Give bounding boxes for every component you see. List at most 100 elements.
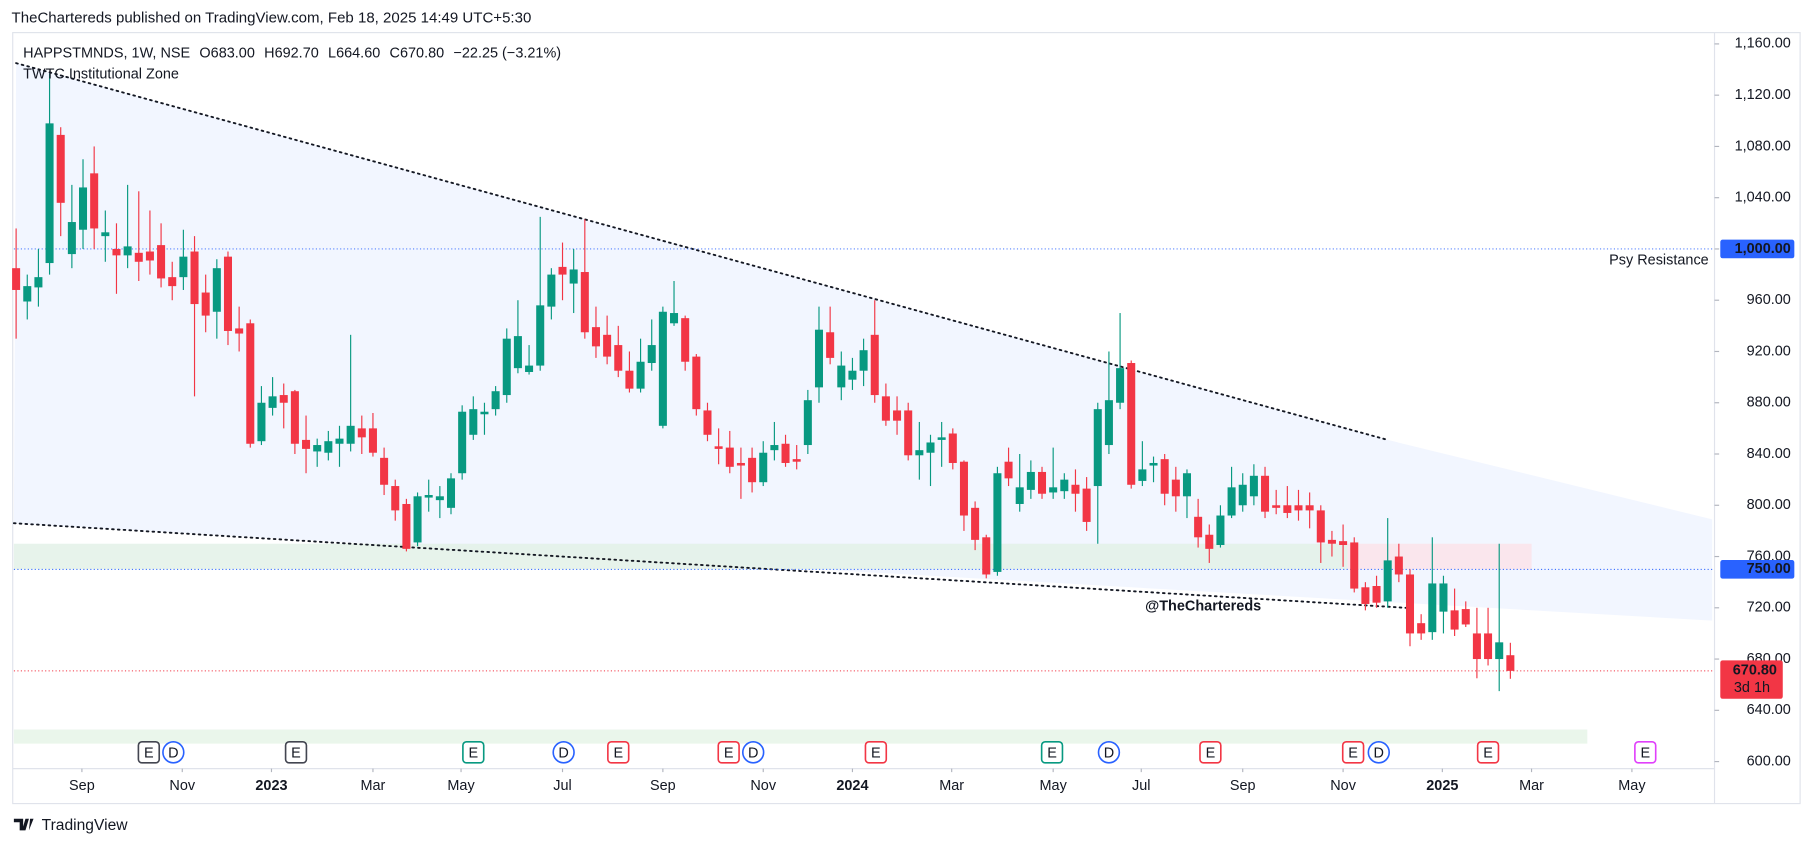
candle-body bbox=[480, 411, 489, 415]
zone bbox=[13, 729, 1588, 744]
candle-body bbox=[246, 323, 255, 444]
candle-body bbox=[803, 400, 812, 446]
candle-body bbox=[212, 268, 221, 312]
candle-body bbox=[1160, 459, 1169, 494]
candle-body bbox=[112, 248, 121, 256]
candle-body bbox=[770, 445, 779, 451]
candle-body bbox=[1205, 534, 1214, 549]
candle-body bbox=[926, 442, 935, 453]
event-badge bbox=[162, 741, 185, 764]
y-tick-label: 960.00 bbox=[1747, 292, 1791, 308]
event-letter: E bbox=[1640, 745, 1650, 761]
candle-body bbox=[1171, 479, 1180, 497]
ohlc-value: L664.60 bbox=[328, 45, 380, 61]
x-tick-label: 2024 bbox=[836, 778, 868, 794]
event-letter: D bbox=[1104, 745, 1114, 761]
candle-body bbox=[67, 222, 76, 255]
y-tick-label: 720.00 bbox=[1747, 600, 1791, 616]
candle-body bbox=[1216, 515, 1225, 545]
candle-body bbox=[123, 246, 132, 256]
candle-body bbox=[346, 425, 355, 444]
event-badge bbox=[864, 741, 888, 764]
candle-body bbox=[424, 495, 433, 498]
event-badge bbox=[137, 741, 161, 764]
y-tick-label: 800.00 bbox=[1747, 497, 1791, 513]
candle-body bbox=[34, 277, 43, 288]
ohlc-value: C670.80 bbox=[390, 45, 445, 61]
event-marker: E bbox=[1341, 741, 1365, 764]
watermark: @TheChartereds bbox=[1145, 599, 1261, 615]
candle-body bbox=[725, 447, 734, 467]
event-badge bbox=[552, 741, 575, 764]
candle-body bbox=[736, 462, 745, 466]
candle-body bbox=[1127, 363, 1136, 485]
candle-body bbox=[636, 361, 645, 389]
candle-body bbox=[1049, 487, 1058, 493]
candle-body bbox=[1272, 505, 1281, 508]
candle-body bbox=[1093, 409, 1102, 487]
candle-body bbox=[848, 370, 857, 380]
candle-body bbox=[781, 443, 790, 463]
candle-body bbox=[1327, 539, 1336, 544]
event-letter: E bbox=[468, 745, 478, 761]
candle-body bbox=[79, 187, 88, 230]
candle-body bbox=[290, 391, 299, 444]
candle-body bbox=[870, 334, 879, 396]
candle-body bbox=[435, 496, 444, 501]
candle-body bbox=[937, 437, 946, 440]
event-letter: D bbox=[168, 745, 178, 761]
last-price-tag bbox=[1720, 660, 1783, 699]
y-tick-label: 1,040.00 bbox=[1735, 189, 1791, 205]
candle-body bbox=[380, 457, 389, 485]
candle-body bbox=[469, 409, 478, 435]
candle-body bbox=[1294, 505, 1303, 511]
footer-logo bbox=[13, 818, 34, 831]
candle-body bbox=[558, 266, 567, 275]
event-letter: E bbox=[724, 745, 734, 761]
x-tick-label: Nov bbox=[750, 778, 776, 794]
candle-body bbox=[1350, 542, 1359, 589]
y-tick-label: 1,080.00 bbox=[1735, 138, 1791, 154]
event-letter: E bbox=[1348, 745, 1358, 761]
candle-body bbox=[223, 256, 232, 331]
event-marker: E bbox=[1040, 741, 1064, 764]
y-tick-label: 920.00 bbox=[1747, 343, 1791, 359]
candle-body bbox=[1461, 609, 1470, 625]
candle-body bbox=[625, 370, 634, 389]
event-badge bbox=[1367, 741, 1390, 764]
event-marker: E bbox=[462, 741, 485, 764]
candle-body bbox=[1238, 484, 1247, 506]
candle-body bbox=[614, 345, 623, 371]
candle-body bbox=[547, 274, 556, 307]
candle-body bbox=[368, 428, 377, 453]
candle-body bbox=[324, 441, 333, 453]
candle-body bbox=[692, 356, 701, 410]
event-letter: D bbox=[558, 745, 568, 761]
event-marker: E bbox=[1634, 741, 1657, 764]
x-tick-label: Mar bbox=[939, 778, 964, 794]
zone bbox=[1347, 543, 1532, 570]
event-letter: E bbox=[1206, 745, 1216, 761]
event-marker: E bbox=[717, 741, 740, 764]
candle-body bbox=[257, 402, 266, 442]
candle-body bbox=[591, 327, 600, 347]
candle-body bbox=[1372, 586, 1381, 603]
x-tick-label: May bbox=[447, 778, 475, 794]
candle-body bbox=[1037, 471, 1047, 494]
x-tick-label: Sep bbox=[1230, 778, 1256, 794]
x-tick-label: Mar bbox=[1519, 778, 1544, 794]
ohlc-value: O683.00 bbox=[199, 45, 254, 61]
event-marker: D bbox=[1367, 741, 1390, 764]
candle-body bbox=[1004, 461, 1013, 479]
candle-body bbox=[90, 173, 99, 229]
candle-body bbox=[959, 461, 968, 516]
candle-body bbox=[893, 410, 902, 421]
candle-body bbox=[904, 410, 913, 456]
trendline bbox=[12, 522, 1407, 609]
candle-body bbox=[859, 350, 868, 371]
candle-body bbox=[12, 268, 21, 290]
candle-body bbox=[413, 496, 422, 543]
candle-body bbox=[826, 332, 835, 358]
candle-body bbox=[1060, 479, 1069, 492]
